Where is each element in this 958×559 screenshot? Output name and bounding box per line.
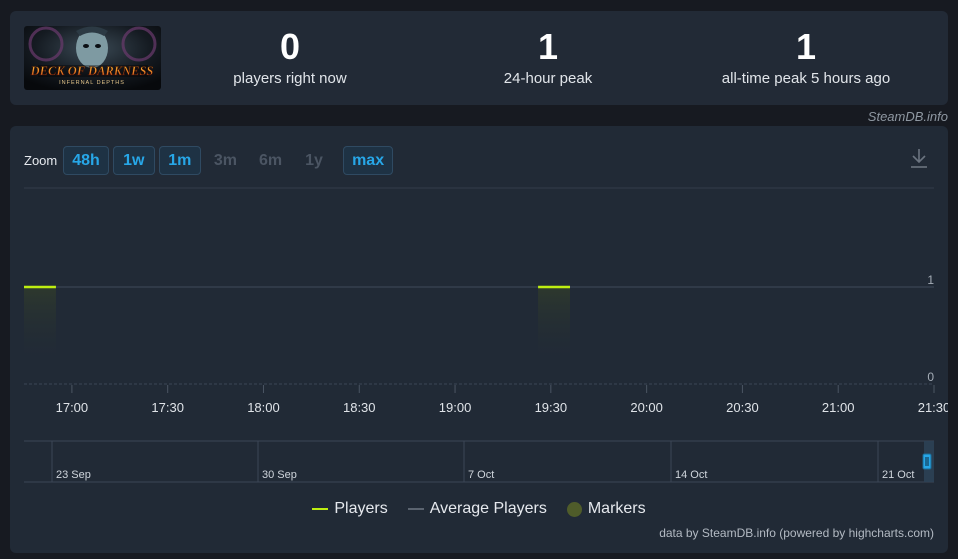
navigator-tick-label: 21 Oct	[882, 469, 914, 481]
player-chart[interactable]: 0 1 17:00 17:30 18:00 18:30 19:00 19:30 20:00 20:…	[10, 126, 948, 553]
x-tick-label: 21:30	[918, 400, 948, 415]
navigator-handle[interactable]	[922, 453, 932, 470]
game-capsule-image[interactable]: DECK OF DARKNESS INFERNAL DEPTHS	[24, 26, 161, 90]
navigator-tick-label: 7 Oct	[468, 469, 494, 481]
markers-dot-swatch	[566, 501, 582, 517]
zoom-48h-button[interactable]: 48h	[63, 146, 109, 175]
y-tick-label: 1	[927, 273, 934, 287]
zoom-selector: Zoom 48h 1w 1m 3m 6m 1y max	[24, 146, 397, 175]
highcharts-credit[interactable]: data by SteamDB.info (powered by highcha…	[659, 526, 934, 540]
legend-item-average-players[interactable]: Average Players	[407, 500, 547, 518]
chart-legend: Players Average Players Markers	[10, 500, 948, 518]
x-tick-label: 21:00	[822, 400, 855, 415]
zoom-1w-button[interactable]: 1w	[112, 146, 155, 175]
zoom-1m-button[interactable]: 1m	[158, 146, 201, 175]
legend-item-markers[interactable]: Markers	[566, 500, 646, 518]
x-tick-label: 18:30	[343, 400, 376, 415]
game-title-text: DECK OF DARKNESS	[30, 64, 154, 78]
player-area-fill	[24, 287, 56, 364]
x-tick-label: 20:00	[630, 400, 663, 415]
legend-label: Players	[334, 500, 388, 517]
steamdb-credit[interactable]: SteamDB.info	[867, 109, 948, 124]
zoom-1y-button: 1y	[305, 151, 323, 169]
legend-label: Average Players	[429, 500, 547, 517]
navigator-tick-label: 14 Oct	[675, 469, 707, 481]
navigator-tick-label: 30 Sep	[262, 469, 297, 481]
zoom-max-button[interactable]: max	[343, 146, 394, 175]
x-tick-label: 18:00	[247, 400, 280, 415]
legend-item-players[interactable]: Players	[312, 500, 388, 518]
x-tick-label: 20:30	[726, 400, 759, 415]
x-tick-label: 17:00	[56, 400, 89, 415]
zoom-label: Zoom	[24, 153, 58, 168]
player-area-fill	[538, 287, 570, 364]
stat-current-players: 0 players right now	[170, 26, 410, 88]
navigator-tick-label: 23 Sep	[56, 469, 91, 481]
stats-panel: DECK OF DARKNESS INFERNAL DEPTHS 0 playe…	[10, 11, 948, 105]
game-subtitle-text: INFERNAL DEPTHS	[59, 80, 125, 86]
stat-label: all-time peak 5 hours ago	[721, 70, 891, 87]
x-tick-label: 19:30	[535, 400, 568, 415]
download-icon[interactable]	[908, 146, 930, 170]
zoom-6m-button: 6m	[258, 151, 283, 169]
legend-label: Markers	[587, 500, 646, 517]
stat-24h-peak: 1 24-hour peak	[428, 26, 668, 88]
average-line-swatch	[407, 508, 424, 510]
stat-value: 1	[795, 26, 817, 67]
stat-label: 24-hour peak	[503, 70, 593, 87]
stat-value: 0	[279, 26, 301, 67]
stat-value: 1	[537, 26, 559, 67]
players-line-swatch	[312, 508, 329, 510]
x-tick-label: 19:00	[439, 400, 472, 415]
zoom-3m-button: 3m	[213, 151, 237, 169]
chart-panel: 0 1 17:00 17:30 18:00 18:30 19:00 19:30 20:00 20:…	[10, 126, 948, 553]
stat-all-time-peak: 1 all-time peak 5 hours ago	[686, 26, 926, 88]
y-tick-label: 0	[927, 370, 934, 384]
stat-label: players right now	[233, 70, 347, 87]
x-tick-label: 17:30	[151, 400, 184, 415]
